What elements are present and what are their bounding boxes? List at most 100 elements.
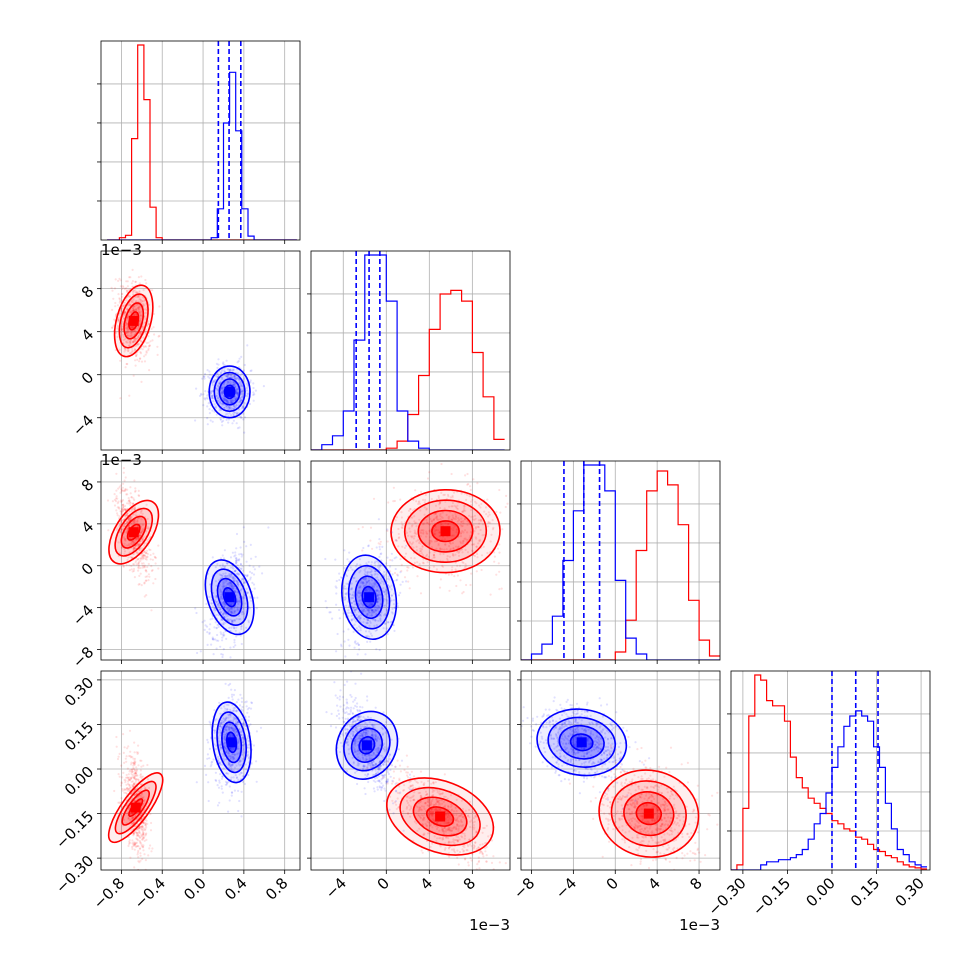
scatter-point [213, 709, 216, 712]
scatter-point [239, 381, 242, 384]
scatter-point [208, 747, 211, 751]
scatter-point [213, 626, 216, 629]
scatter-point [120, 500, 123, 503]
scatter-point [130, 542, 133, 545]
scatter-point [149, 844, 152, 847]
scatter-point [142, 837, 145, 840]
scatter-point [386, 528, 389, 531]
scatter-point [209, 390, 212, 393]
scatter-point [237, 609, 240, 612]
scatter-point [128, 785, 131, 788]
scatter-point [235, 753, 239, 756]
scatter-point [350, 582, 353, 585]
scatter-point [137, 834, 141, 838]
scatter-point [142, 556, 145, 560]
scatter-point [130, 568, 133, 571]
scatter-point [359, 599, 362, 602]
scatter-point [432, 556, 435, 559]
scatter-point [222, 601, 225, 604]
scatter-point [484, 506, 488, 509]
scatter-point [147, 322, 150, 325]
scatter-point [130, 818, 133, 821]
scatter-point [228, 754, 231, 757]
scatter-point [128, 394, 131, 397]
scatter-point [214, 609, 217, 612]
scatter-point [362, 609, 365, 613]
scatter-point [130, 777, 133, 780]
scatter-point [228, 727, 231, 730]
scatter-point [219, 746, 223, 749]
scatter-point [461, 541, 464, 545]
scatter-point [132, 513, 135, 516]
scatter-point [225, 579, 228, 582]
scatter-point [134, 513, 137, 516]
scatter-point [122, 564, 125, 568]
scatter-point [349, 588, 352, 591]
scatter-point [158, 334, 161, 337]
scatter-point [234, 399, 237, 402]
scatter-point [133, 772, 136, 775]
scatter-point [145, 832, 148, 835]
scatter-point [119, 285, 122, 288]
scatter-point [235, 389, 238, 393]
scatter-point [440, 515, 443, 518]
scatter-point [142, 535, 145, 539]
scatter-point [236, 591, 239, 594]
scatter-point [226, 368, 229, 371]
scatter-point [215, 647, 218, 650]
scatter-point [131, 502, 135, 506]
scatter-point [376, 589, 379, 592]
scatter-point [474, 517, 477, 520]
scatter-point [115, 497, 118, 500]
scatter-point [227, 421, 230, 424]
scatter-point [129, 813, 132, 816]
scatter-point [229, 566, 232, 569]
scatter-point [370, 573, 373, 576]
scatter-point [247, 619, 250, 622]
scatter-point [143, 798, 146, 801]
scatter-point [230, 794, 233, 797]
scatter-point [234, 644, 237, 647]
scatter-point [334, 558, 337, 561]
scatter-point [128, 499, 131, 502]
scatter-point [232, 645, 235, 649]
scatter-point [235, 764, 238, 767]
scatter-point [245, 587, 248, 591]
scatter-point [369, 589, 372, 592]
scatter-point [230, 767, 233, 770]
scatter-point [144, 318, 147, 321]
scatter-point [211, 605, 214, 608]
scatter-point [343, 585, 346, 588]
scatter-point [240, 552, 243, 556]
scatter-point [249, 369, 252, 373]
scatter-point [232, 769, 235, 772]
scatter-point [450, 534, 453, 537]
scatter-point [347, 569, 350, 572]
scatter-point [433, 530, 436, 533]
scatter-point [479, 538, 482, 542]
scatter-point [471, 549, 474, 552]
scatter-point [228, 766, 231, 769]
scatter-point [227, 574, 230, 577]
scatter-point [135, 751, 138, 754]
scatter-point [448, 541, 452, 545]
scatter-point [229, 708, 232, 711]
scatter-point [204, 398, 207, 401]
scatter-point [137, 489, 140, 492]
scatter-point [243, 377, 246, 380]
scatter-point [206, 753, 209, 756]
scatter-point [232, 752, 235, 756]
scatter-point [234, 382, 237, 385]
scatter-point [223, 604, 226, 607]
scatter-point [239, 374, 242, 377]
scatter-point [392, 486, 395, 489]
scatter-point [247, 715, 251, 718]
scatter-point [218, 762, 222, 765]
scatter-point [230, 618, 233, 622]
scatter-point [426, 532, 429, 535]
scatter-point [137, 543, 140, 546]
scatter-point [125, 321, 128, 324]
scatter-point [147, 854, 150, 857]
scatter-point [231, 763, 234, 766]
scatter-point [242, 722, 246, 725]
